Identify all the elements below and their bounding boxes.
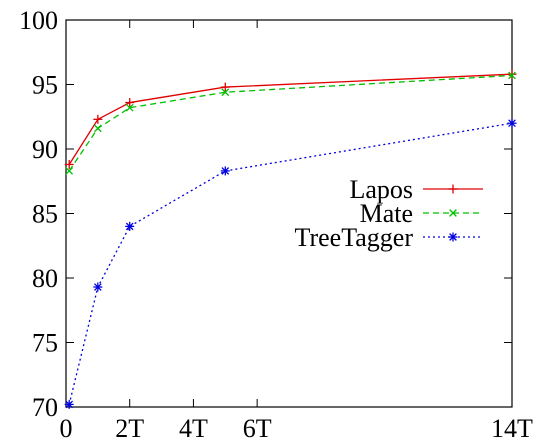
- data-point-lapos: [64, 159, 74, 169]
- data-point-mate: [221, 88, 230, 97]
- series-layer: [64, 69, 517, 409]
- series-line-lapos: [68, 73, 513, 165]
- series-line-treetagger: [68, 122, 513, 405]
- y-tick-label: 70: [32, 393, 58, 422]
- legend-label-treetagger: TreeTagger: [294, 223, 413, 252]
- data-point-mate: [125, 103, 134, 112]
- x-tick-label: 0: [60, 414, 73, 439]
- data-point-treetagger: [125, 221, 135, 231]
- legend-marker-mate: [449, 209, 457, 217]
- y-tick-label: 85: [32, 200, 58, 229]
- y-tick-label: 100: [19, 6, 58, 35]
- y-tick-label: 75: [32, 329, 58, 358]
- data-point-mate: [94, 124, 102, 133]
- x-tick-label: 4T: [179, 414, 208, 439]
- data-point-treetagger: [220, 166, 230, 176]
- data-point-lapos: [125, 98, 135, 108]
- x-tick-label: 2T: [115, 414, 144, 439]
- legend-marker-treetagger: [448, 232, 458, 242]
- legend-label-lapos: Lapos: [349, 175, 413, 204]
- legend-marker-lapos: [448, 184, 458, 194]
- x-tick-label: 6T: [243, 414, 272, 439]
- y-axis: 70 75 80 85 90 95 100: [19, 6, 512, 422]
- data-point-mate: [508, 71, 516, 80]
- data-point-treetagger: [507, 118, 517, 128]
- data-point-treetagger: [93, 282, 103, 292]
- data-point-mate: [65, 167, 74, 175]
- y-tick-label: 90: [32, 135, 58, 164]
- series-line-mate: [68, 74, 513, 172]
- data-point-treetagger: [64, 399, 74, 409]
- data-point-lapos: [93, 114, 103, 124]
- y-tick-label: 80: [32, 264, 58, 293]
- y-tick-label: 95: [32, 71, 58, 100]
- legend-label-mate: Mate: [360, 199, 413, 228]
- data-point-lapos: [220, 82, 230, 92]
- x-tick-label: 14T: [491, 414, 533, 439]
- data-point-lapos: [507, 69, 517, 79]
- x-axis: 0 2T 4T 6T 14T: [60, 20, 533, 439]
